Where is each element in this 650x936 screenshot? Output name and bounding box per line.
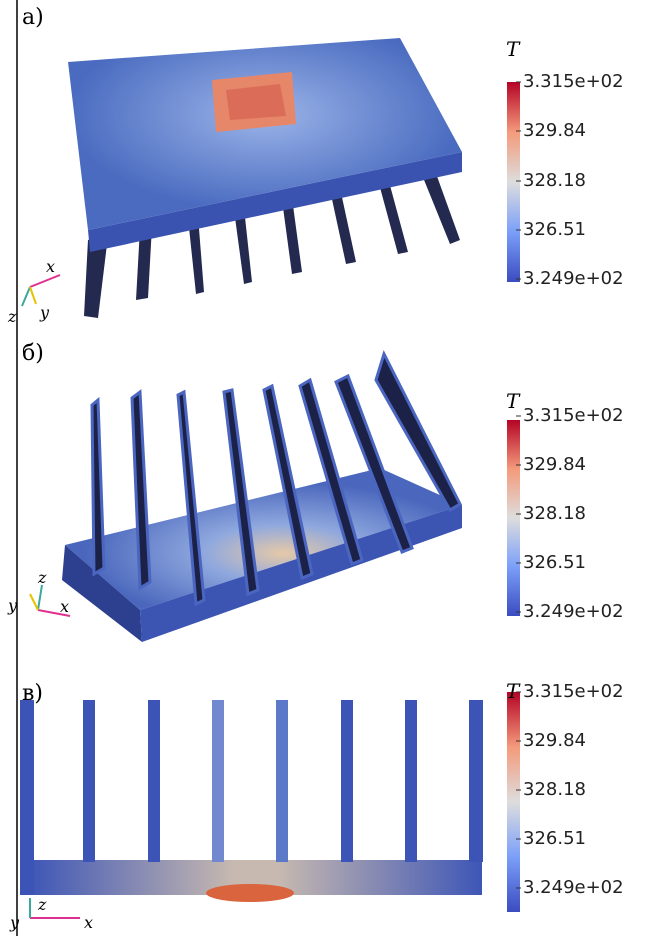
axis-label: z <box>37 568 47 587</box>
heatsink-bottom-view <box>62 354 462 642</box>
colorbar-tick-label: 328.18 <box>523 779 586 800</box>
colorbar-tick-label: 3.249e+02 <box>523 877 624 898</box>
panel-label: в) <box>22 681 43 706</box>
axis-triad <box>22 275 60 306</box>
axis-label: y <box>39 303 50 322</box>
colorbar-title: T <box>506 679 521 703</box>
colorbar-tick-label: 328.18 <box>523 170 586 191</box>
figure: а)T3.315e+02329.84328.18326.513.249e+02x… <box>0 0 650 936</box>
colorbar-tick-label: 3.249e+02 <box>523 601 624 622</box>
colorbar-tick-label: 329.84 <box>523 730 586 751</box>
colorbar-tick-label: 326.51 <box>523 219 586 240</box>
colorbar <box>507 420 520 616</box>
axis-label: x <box>60 597 69 616</box>
colorbar-tick-label: 3.315e+02 <box>523 681 624 702</box>
axis-label: z <box>7 307 17 326</box>
axis-label: y <box>7 596 18 615</box>
panel-label: б) <box>22 341 44 366</box>
colorbar-title: T <box>506 37 521 61</box>
heatsink-side-view <box>20 700 483 902</box>
colorbar-tick-label: 328.18 <box>523 503 586 524</box>
colorbar <box>507 692 520 912</box>
colorbar-tick-label: 326.51 <box>523 552 586 573</box>
colorbar-tick-label: 3.249e+02 <box>523 268 624 289</box>
colorbar-tick-label: 3.315e+02 <box>523 71 624 92</box>
colorbar-tick-label: 326.51 <box>523 828 586 849</box>
axis-label: z <box>37 895 47 914</box>
colorbar-tick-label: 329.84 <box>523 120 586 141</box>
axis-label: x <box>84 913 93 932</box>
colorbar-tick-label: 329.84 <box>523 454 586 475</box>
axis-label: x <box>46 257 55 276</box>
colorbar-tick-label: 3.315e+02 <box>523 405 624 426</box>
heatsink-top-view <box>68 38 462 318</box>
axis-label: y <box>9 913 20 932</box>
colorbar-title: T <box>506 389 521 413</box>
panel-label: а) <box>22 5 44 30</box>
colorbar <box>507 82 520 282</box>
